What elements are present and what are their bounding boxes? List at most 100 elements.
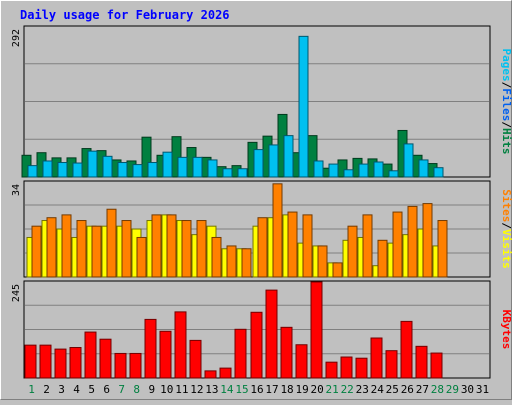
x-tick-label-day-16: 16 bbox=[250, 383, 263, 396]
x-tick-label-day-6: 6 bbox=[103, 383, 110, 396]
x-tick-label-day-13: 13 bbox=[205, 383, 218, 396]
bar-pages-day-10 bbox=[162, 151, 173, 178]
bar-pages-day-23 bbox=[358, 163, 369, 178]
x-tick-label-day-4: 4 bbox=[73, 383, 80, 396]
side-label-part: Files bbox=[500, 88, 512, 121]
bar-kbytes-day-12 bbox=[189, 339, 202, 379]
x-tick-label-day-30: 30 bbox=[461, 383, 474, 396]
bar-kbytes-day-21 bbox=[325, 361, 338, 379]
x-tick-label-day-18: 18 bbox=[280, 383, 293, 396]
bar-sites-day-10 bbox=[166, 214, 177, 278]
bar-sites-day-11 bbox=[181, 220, 192, 278]
x-tick-label-day-23: 23 bbox=[356, 383, 369, 396]
side-label-part: Hits bbox=[500, 128, 512, 155]
x-tick-label-day-26: 26 bbox=[401, 383, 414, 396]
bar-pages-day-15 bbox=[237, 168, 248, 178]
x-tick-label-day-19: 19 bbox=[295, 383, 308, 396]
side-label-part: Visits bbox=[500, 229, 512, 269]
bar-sites-day-24 bbox=[377, 239, 388, 278]
bar-pages-day-26 bbox=[403, 143, 414, 178]
x-tick-label-day-29: 29 bbox=[446, 383, 459, 396]
side-label-kbytes: KBytes bbox=[500, 310, 512, 350]
bar-kbytes-day-16 bbox=[250, 311, 263, 379]
x-tick-label-day-15: 15 bbox=[235, 383, 248, 396]
bar-sites-day-25 bbox=[392, 211, 403, 278]
chart-title: Daily usage for February 2026 bbox=[20, 8, 230, 22]
x-tick-label-day-9: 9 bbox=[148, 383, 155, 396]
x-tick-label-day-24: 24 bbox=[371, 383, 385, 396]
side-label-part: KBytes bbox=[500, 310, 512, 350]
bar-sites-day-7 bbox=[121, 220, 132, 278]
bar-sites-day-4 bbox=[76, 220, 87, 278]
bar-hits-day-9 bbox=[141, 136, 152, 178]
side-label-part: / bbox=[500, 121, 512, 128]
bar-pages-day-11 bbox=[177, 156, 188, 178]
bar-kbytes-day-27 bbox=[415, 345, 428, 379]
bar-sites-day-23 bbox=[362, 214, 373, 278]
ymax-label-kbytes: 245 bbox=[11, 284, 22, 302]
bar-pages-day-14 bbox=[222, 168, 233, 178]
bar-sites-day-16 bbox=[257, 217, 268, 278]
bar-pages-day-6 bbox=[102, 155, 113, 178]
bar-pages-day-25 bbox=[388, 170, 399, 178]
bar-pages-day-19 bbox=[298, 35, 309, 178]
bar-pages-day-28 bbox=[433, 167, 444, 178]
bar-sites-day-14 bbox=[226, 245, 237, 278]
bar-pages-day-5 bbox=[87, 150, 98, 178]
x-tick-label-day-1: 1 bbox=[28, 383, 35, 396]
bar-pages-day-4 bbox=[72, 162, 83, 178]
bar-pages-day-9 bbox=[147, 162, 158, 178]
x-tick-label-day-10: 10 bbox=[160, 383, 173, 396]
x-tick-label-day-28: 28 bbox=[431, 383, 444, 396]
bar-sites-day-28 bbox=[437, 220, 448, 278]
bar-pages-day-16 bbox=[253, 149, 264, 178]
bar-pages-day-18 bbox=[283, 135, 294, 178]
bar-kbytes-day-18 bbox=[280, 326, 293, 379]
side-label-part: / bbox=[500, 82, 512, 89]
bar-pages-day-27 bbox=[418, 159, 429, 178]
bar-kbytes-day-10 bbox=[159, 330, 172, 379]
side-label-part: / bbox=[500, 222, 512, 229]
bar-sites-day-12 bbox=[196, 220, 207, 278]
bar-kbytes-day-26 bbox=[400, 320, 413, 379]
x-tick-label-day-27: 27 bbox=[416, 383, 429, 396]
bar-kbytes-day-1 bbox=[24, 344, 37, 379]
x-tick-label-day-8: 8 bbox=[133, 383, 140, 396]
bar-kbytes-day-4 bbox=[69, 347, 82, 379]
bar-sites-day-6 bbox=[106, 208, 117, 278]
bar-kbytes-day-14 bbox=[219, 367, 232, 379]
bar-kbytes-day-7 bbox=[114, 352, 127, 379]
bar-pages-day-13 bbox=[207, 159, 218, 178]
bar-pages-day-21 bbox=[328, 163, 339, 178]
bar-kbytes-day-19 bbox=[295, 344, 308, 379]
x-tick-label-day-17: 17 bbox=[265, 383, 278, 396]
x-tick-label-day-5: 5 bbox=[88, 383, 95, 396]
bar-sites-day-5 bbox=[91, 225, 102, 278]
bar-pages-day-1 bbox=[27, 165, 38, 178]
bar-sites-day-18 bbox=[287, 211, 298, 278]
bar-sites-day-9 bbox=[151, 214, 162, 278]
bar-pages-day-24 bbox=[373, 161, 384, 178]
bar-kbytes-day-23 bbox=[355, 357, 368, 379]
bar-pages-day-7 bbox=[117, 162, 128, 178]
bar-sites-day-2 bbox=[46, 217, 57, 278]
bar-sites-day-22 bbox=[347, 225, 358, 278]
bar-kbytes-day-17 bbox=[265, 289, 278, 379]
bar-pages-day-17 bbox=[268, 144, 279, 178]
bar-kbytes-day-2 bbox=[39, 344, 52, 379]
bar-kbytes-day-22 bbox=[340, 356, 353, 379]
bar-kbytes-day-24 bbox=[370, 337, 383, 379]
x-tick-label-day-7: 7 bbox=[118, 383, 125, 396]
bar-kbytes-day-20 bbox=[310, 281, 323, 379]
bar-kbytes-day-3 bbox=[54, 348, 67, 379]
x-tick-label-day-14: 14 bbox=[220, 383, 234, 396]
x-tick-label-day-12: 12 bbox=[190, 383, 203, 396]
x-tick-label-day-3: 3 bbox=[58, 383, 65, 396]
x-tick-label-day-25: 25 bbox=[386, 383, 399, 396]
bar-sites-day-8 bbox=[136, 236, 147, 278]
bar-kbytes-day-11 bbox=[174, 311, 187, 379]
ymax-label-hits-files-pages: 292 bbox=[11, 29, 22, 47]
bar-sites-day-27 bbox=[422, 203, 433, 278]
